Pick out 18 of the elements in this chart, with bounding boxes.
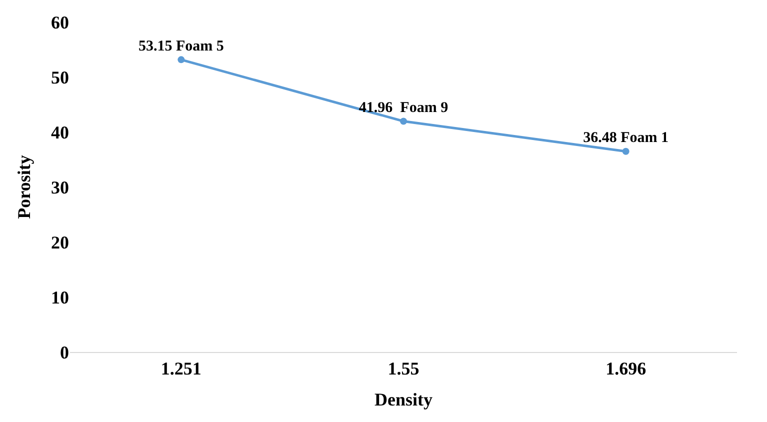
point (400, 118, 407, 125)
y-tick-label: 60 (51, 12, 69, 32)
y-tick-label: 50 (51, 67, 69, 88)
data-label: 53.15 Foam 5 (138, 38, 224, 55)
y-tick-label: 10 (51, 287, 69, 308)
data-label: 36.48 Foam 1 (583, 130, 669, 146)
x-tick-label: 1.55 (388, 358, 420, 379)
x-tick-label: 1.696 (606, 358, 646, 379)
point (622, 148, 630, 155)
data-label: 41.96 Foam 9 (358, 100, 448, 116)
y-tick-label: 0 (60, 342, 69, 362)
point (178, 56, 185, 64)
x-tick-label: 1.251 (160, 358, 202, 379)
y-tick-label: 40 (51, 122, 69, 142)
y-tick-label: 20 (51, 232, 69, 252)
y-tick-label: 30 (51, 177, 69, 198)
y-axis-title: Porosity (14, 155, 34, 219)
x-axis-title: Density (374, 390, 432, 410)
